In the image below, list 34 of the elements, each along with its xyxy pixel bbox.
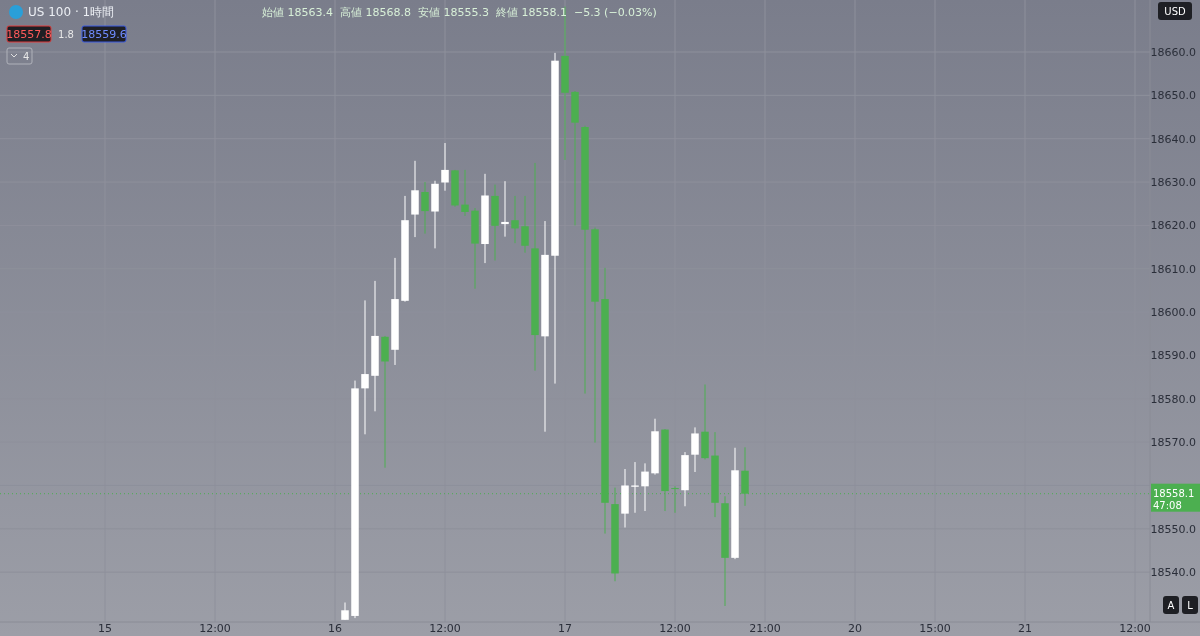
text: US 100 · 1時間 — [28, 5, 115, 19]
y-tick-label: 18640.0 — [1150, 132, 1196, 146]
x-tick-label: 17 — [558, 622, 572, 635]
x-tick-label: 12:00 — [1119, 622, 1151, 635]
y-tick-label: 18570.0 — [1150, 436, 1196, 450]
annotation: 18557.8 — [6, 28, 52, 41]
x-tick-label: 15 — [98, 622, 112, 635]
text: 47:08 — [1153, 499, 1182, 511]
annotation: 1.8 — [58, 29, 74, 40]
y-tick-label: 18660.0 — [1150, 46, 1196, 60]
x-tick-label: 12:00 — [199, 622, 231, 635]
y-tick-label: 18550.0 — [1150, 522, 1196, 536]
x-tick-label: 21:00 — [749, 622, 781, 635]
text: A — [1167, 600, 1175, 611]
annotation: 18559.6 — [81, 28, 127, 41]
y-tick-label: 18590.0 — [1150, 349, 1196, 363]
x-tick-label: 12:00 — [429, 622, 461, 635]
x-tick-label: 20 — [848, 622, 862, 635]
text: USD — [1164, 6, 1186, 17]
x-tick-label: 16 — [328, 622, 342, 635]
y-tick-label: 18630.0 — [1150, 176, 1196, 190]
y-tick-label: 18620.0 — [1150, 219, 1196, 233]
y-tick-label: 18580.0 — [1150, 392, 1196, 406]
y-tick-label: 18540.0 — [1150, 566, 1196, 580]
x-tick-label: 12:00 — [659, 622, 691, 635]
ref-line-label: 18558.1 — [1153, 487, 1195, 499]
x-tick-label: 15:00 — [919, 622, 951, 635]
y-tick-label: 18600.0 — [1150, 306, 1196, 320]
annotation: 4 — [23, 51, 30, 62]
y-tick-label: 18610.0 — [1150, 262, 1196, 276]
text: L — [1187, 600, 1194, 611]
x-tick-label: 21 — [1018, 622, 1032, 635]
y-tick-label: 18650.0 — [1150, 89, 1196, 103]
text: 始値 18563.4 高値 18568.8 安値 18555.3 終値 18558.1 −5.3 (−0.03%) — [262, 6, 657, 19]
